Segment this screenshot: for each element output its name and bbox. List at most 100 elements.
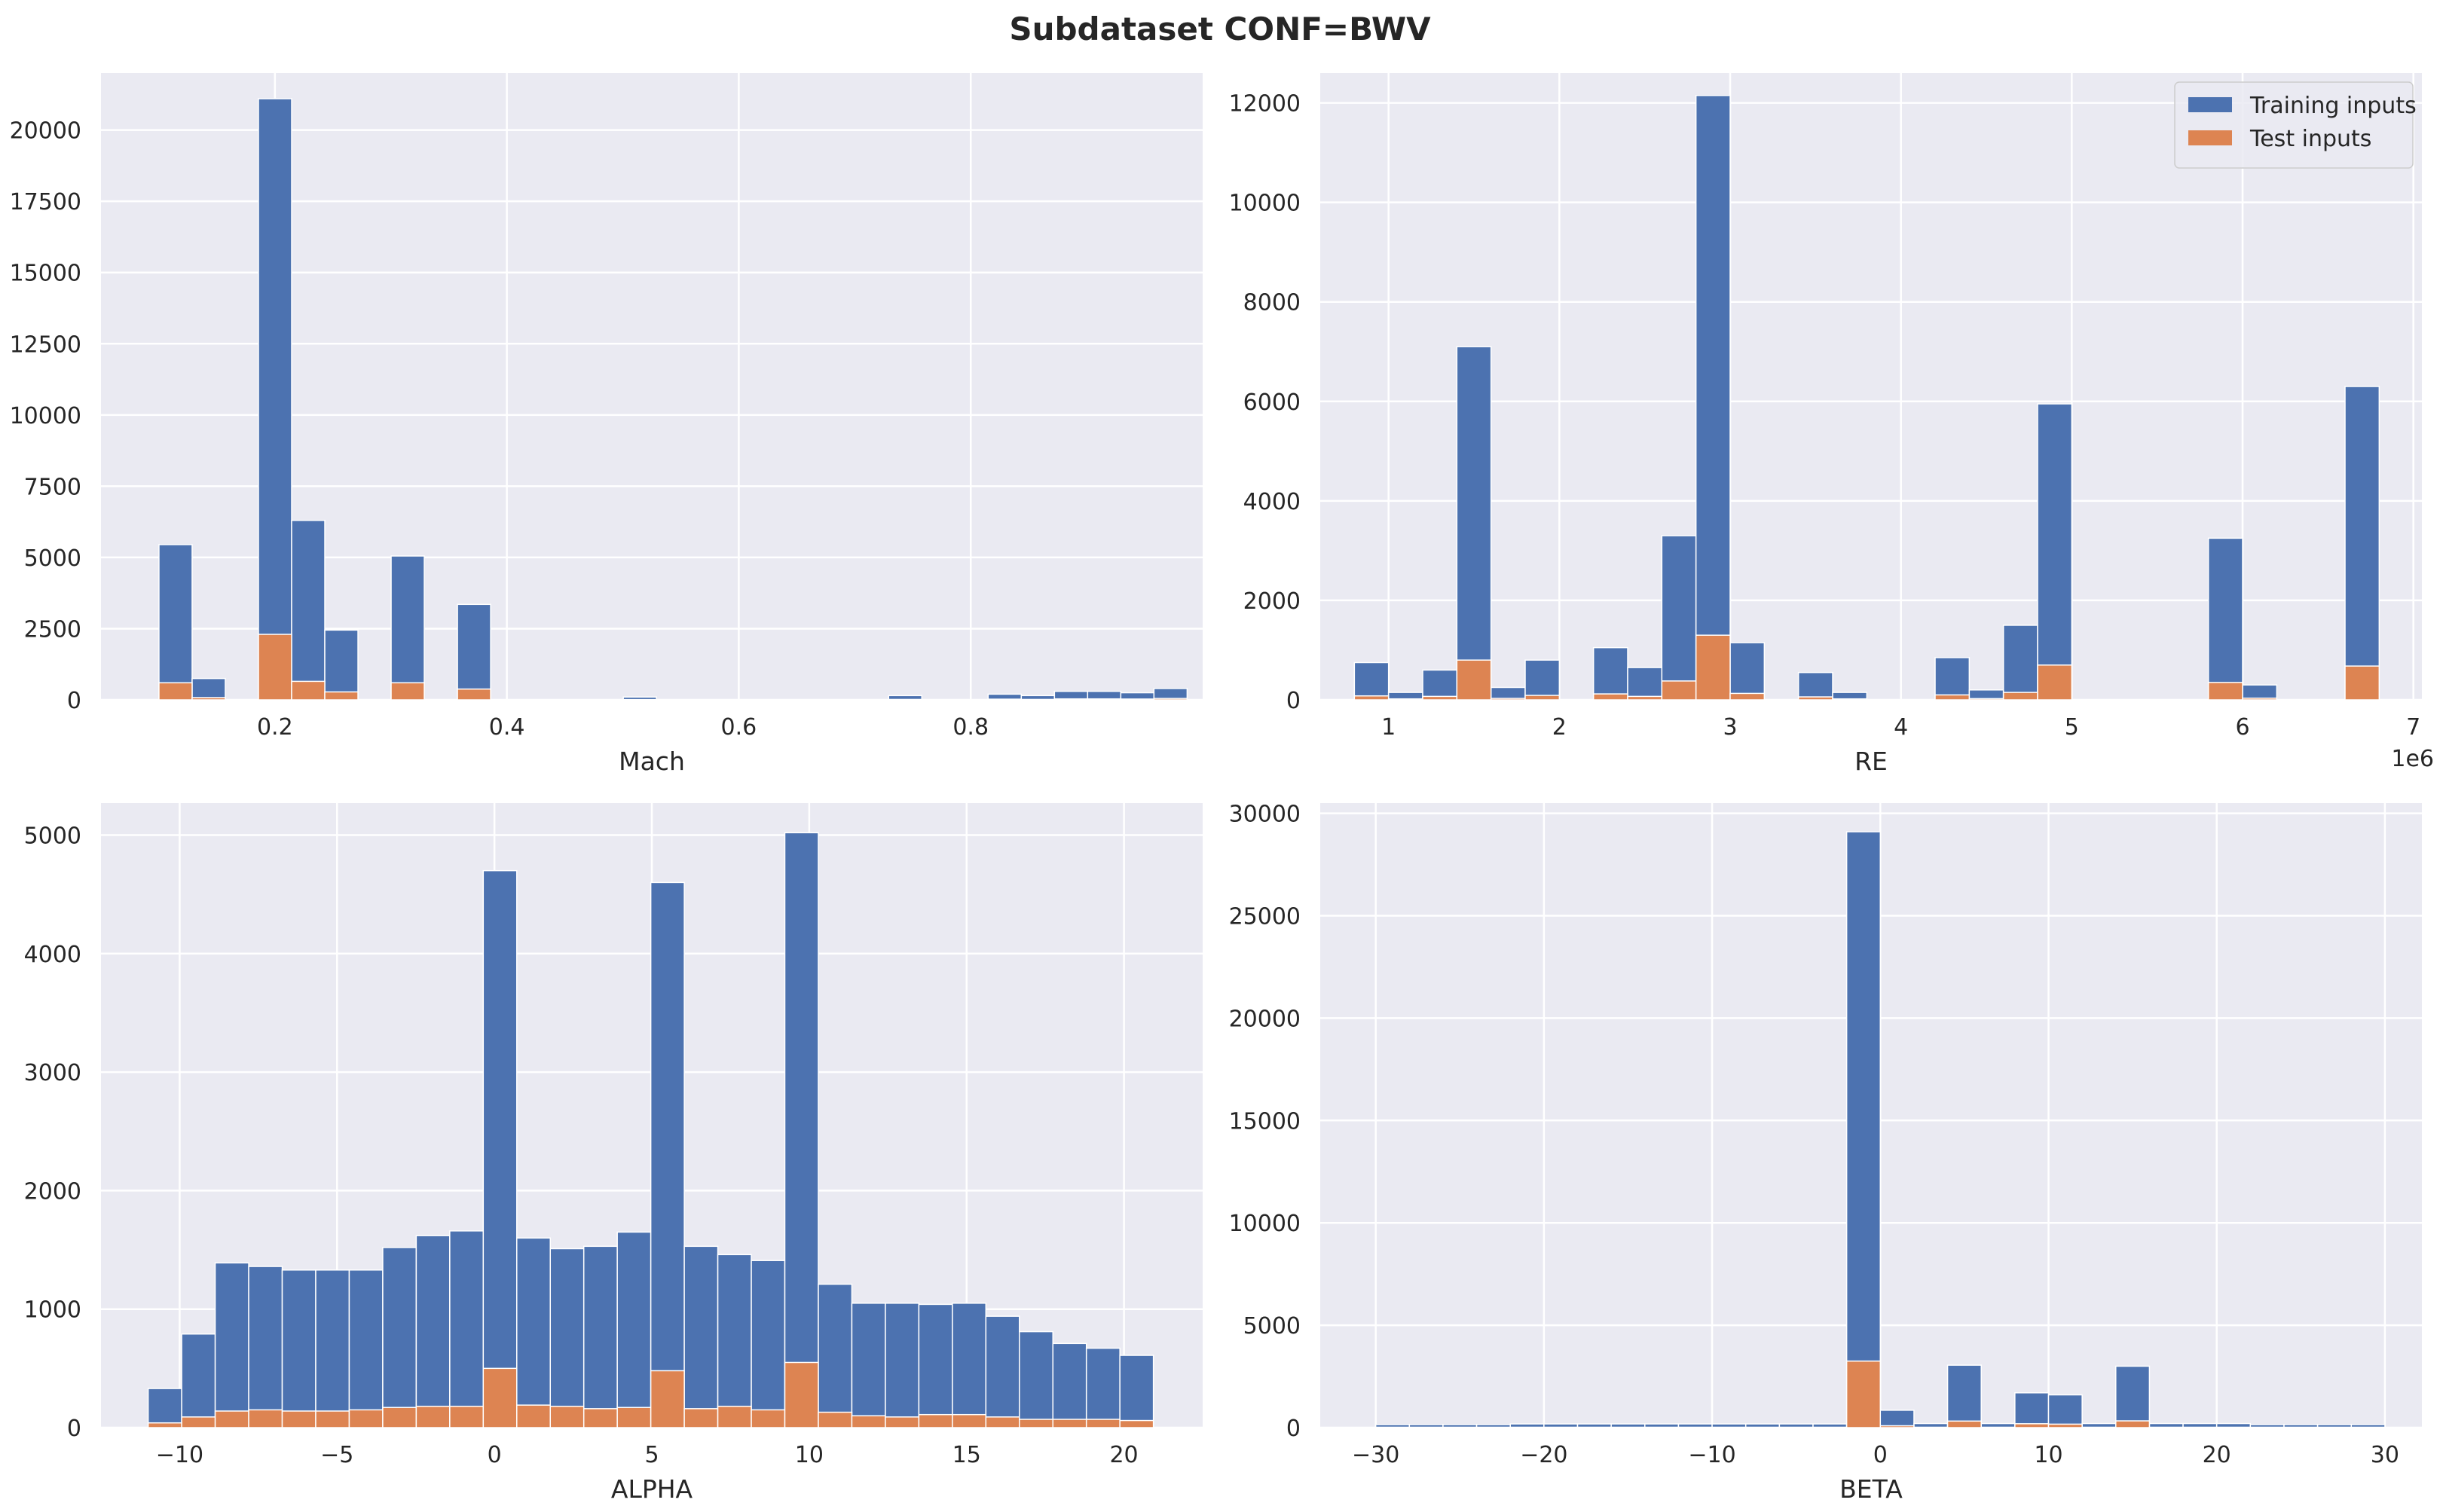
test-bar xyxy=(888,698,923,701)
training-bar xyxy=(516,1237,551,1428)
test-bar xyxy=(2148,1426,2184,1428)
test-bar xyxy=(717,1405,752,1428)
test-bar xyxy=(2014,1423,2050,1428)
training-bar xyxy=(985,1315,1020,1428)
test-bar xyxy=(1913,1426,1949,1428)
x-axis-label: ALPHA xyxy=(611,1474,693,1504)
x-tick-label: −10 xyxy=(1688,1442,1735,1468)
test-bar xyxy=(851,1415,886,1428)
x-tick-label: 1 xyxy=(1381,714,1396,741)
x-axis-label: Mach xyxy=(619,747,685,776)
test-bar xyxy=(2242,697,2278,701)
x-tick-label: 4 xyxy=(1894,714,1908,741)
training-bar xyxy=(1524,659,1561,701)
test-bar xyxy=(818,1411,853,1428)
test-bar xyxy=(1934,694,1971,701)
training-bar xyxy=(1661,535,1697,701)
test-bar xyxy=(616,1407,652,1428)
test-bar xyxy=(1661,680,1697,701)
test-bar xyxy=(315,1410,350,1428)
x-tick-label: 10 xyxy=(795,1442,824,1468)
y-tick-label: 12500 xyxy=(10,331,81,358)
y-tick-label: 5000 xyxy=(24,823,81,849)
y-tick-label: 6000 xyxy=(1243,389,1301,416)
test-bar xyxy=(1087,698,1122,701)
test-bar xyxy=(1879,1425,1915,1428)
y-tick-label: 12000 xyxy=(1229,91,1301,118)
x-axis-label: RE xyxy=(1854,747,1888,776)
y-tick-label: 10000 xyxy=(1229,191,1301,217)
y-tick-label: 0 xyxy=(67,688,81,714)
test-bar xyxy=(1543,1426,1579,1428)
test-bar xyxy=(2316,1426,2353,1428)
training-bar xyxy=(1019,1330,1053,1428)
test-bar xyxy=(1797,696,1833,701)
training-bar xyxy=(1845,831,1882,1428)
training-bar xyxy=(214,1262,249,1428)
training-bar xyxy=(315,1269,350,1428)
x-tick-label: −20 xyxy=(1520,1442,1567,1468)
test-bar xyxy=(1677,1426,1713,1428)
training-bar xyxy=(1456,346,1492,701)
legend: Training inputs Test inputs xyxy=(2174,81,2417,169)
y-tick-label: 10000 xyxy=(1229,1211,1301,1237)
test-bar xyxy=(2350,1426,2386,1428)
training-bar xyxy=(181,1333,216,1428)
training-bar xyxy=(650,881,685,1428)
test-bar xyxy=(987,698,1023,701)
training-bar xyxy=(885,1303,920,1428)
x-tick-label: 20 xyxy=(1109,1442,1138,1468)
training-bar xyxy=(457,603,491,701)
y-tick-label: 3000 xyxy=(24,1060,81,1086)
y-tick-label: 20000 xyxy=(10,118,81,145)
training-bar xyxy=(952,1303,987,1428)
training-bar xyxy=(1946,1364,1982,1428)
test-bar xyxy=(2081,1426,2117,1428)
y-tick-label: 2500 xyxy=(24,616,81,643)
test-bar xyxy=(1153,698,1188,701)
alpha-histogram: −10 −5 0 5 10 15 20 0 1000 2000 3000 4000 5000 ALPHA xyxy=(24,803,1203,1504)
training-bar xyxy=(2344,386,2380,701)
test-bar xyxy=(1456,659,1492,701)
test-bar xyxy=(214,1410,249,1428)
test-bar xyxy=(1120,698,1155,701)
y-tick-label: 4000 xyxy=(24,942,81,968)
training-bar xyxy=(291,519,326,701)
test-bar xyxy=(683,1408,719,1428)
training-bar xyxy=(482,869,518,1428)
y-tick-label: 10000 xyxy=(10,403,81,429)
training-bar xyxy=(717,1254,752,1428)
test-bar xyxy=(1845,1360,1882,1428)
training-bar xyxy=(1695,94,1731,701)
y-tick-label: 25000 xyxy=(1229,903,1301,930)
x-tick-label: 3 xyxy=(1723,714,1737,741)
y-tick-label: 2000 xyxy=(24,1178,81,1205)
test-bar xyxy=(1353,695,1390,701)
test-bar xyxy=(1422,695,1458,701)
training-bar xyxy=(158,544,193,701)
x-tick-label: −5 xyxy=(320,1442,353,1468)
x-tick-label: 2 xyxy=(1552,714,1567,741)
test-bar xyxy=(158,682,193,701)
x-tick-label: 0.6 xyxy=(721,714,757,741)
test-bar xyxy=(985,1416,1020,1428)
y-tick-label: 15000 xyxy=(10,261,81,287)
y-tick-label: 8000 xyxy=(1243,290,1301,316)
test-bar xyxy=(457,688,491,701)
test-bar xyxy=(2182,1426,2218,1428)
x-axis-label: BETA xyxy=(1839,1474,1903,1504)
test-bar xyxy=(918,1413,953,1428)
test-bar xyxy=(1085,1419,1121,1428)
training-bar xyxy=(549,1248,585,1428)
training-bar xyxy=(751,1260,786,1428)
x-tick-label: 15 xyxy=(952,1442,981,1468)
training-bar xyxy=(248,1266,283,1428)
y-tick-label: 30000 xyxy=(1229,802,1301,828)
test-bar xyxy=(1576,1426,1612,1428)
test-bar xyxy=(1053,698,1089,701)
training-bar xyxy=(2047,1394,2083,1428)
training-bar xyxy=(1797,671,1833,701)
training-bar xyxy=(281,1269,316,1428)
test-bar xyxy=(784,1361,819,1428)
